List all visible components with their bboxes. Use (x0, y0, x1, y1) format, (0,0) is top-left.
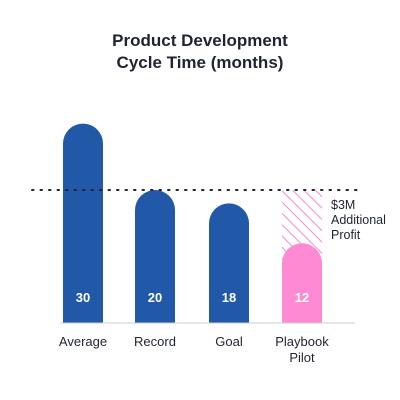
baseline-mask (55, 323, 355, 345)
data-label-2: 18 (222, 290, 236, 305)
category-label-0: Average (59, 334, 107, 349)
category-label-1: Record (134, 334, 176, 349)
bar-1 (135, 190, 175, 343)
chart-title-line-2: Cycle Time (months) (116, 53, 284, 72)
category-label-3: Playbook Pilot (275, 334, 329, 365)
bar-2 (209, 203, 249, 343)
chart-title: Product Development Cycle Time (months) (0, 30, 400, 74)
bar-3 (282, 243, 322, 343)
data-label-1: 20 (148, 290, 162, 305)
category-label-2: Goal (215, 334, 243, 349)
data-label-3: 12 (295, 290, 309, 305)
data-label-0: 30 (76, 290, 90, 305)
chart-title-line-1: Product Development (112, 31, 288, 50)
bar-0 (63, 123, 103, 344)
annotation-profit: $3M Additional Profit (331, 198, 386, 242)
